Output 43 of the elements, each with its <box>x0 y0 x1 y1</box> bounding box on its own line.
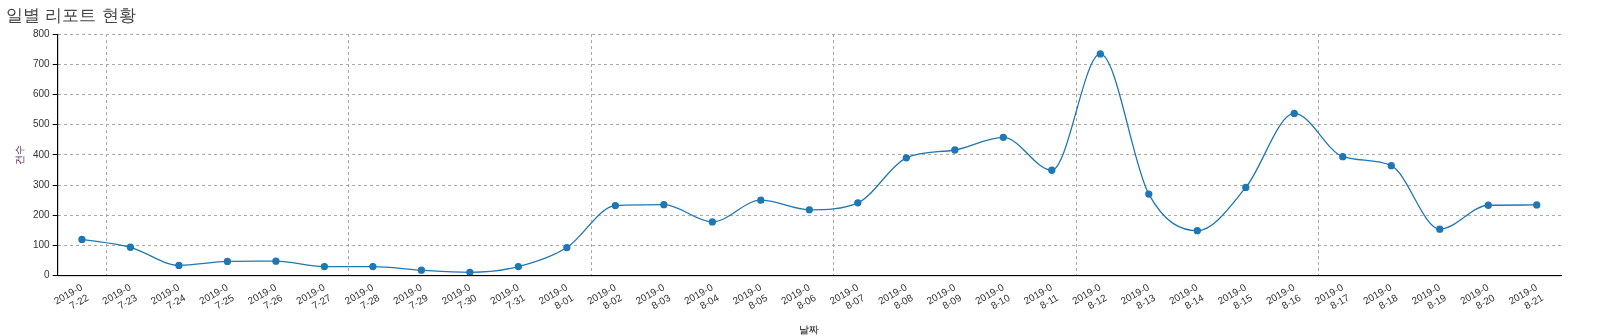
y-tick-label: 0 <box>44 269 51 281</box>
point <box>1145 190 1153 198</box>
point <box>1339 152 1347 161</box>
point <box>1290 109 1298 118</box>
point <box>902 154 910 162</box>
point <box>708 218 716 226</box>
y-tick-label: 300 <box>33 178 51 190</box>
point <box>466 268 474 276</box>
point <box>320 262 329 271</box>
point <box>272 257 280 265</box>
point <box>1533 201 1541 209</box>
point <box>805 206 813 214</box>
point <box>514 262 523 271</box>
y-tick-label: 700 <box>33 57 51 69</box>
y-tick-label: 600 <box>33 88 51 100</box>
point <box>1193 226 1201 235</box>
y-tick-label: 500 <box>33 118 51 130</box>
point <box>369 262 377 271</box>
point <box>757 196 765 204</box>
point <box>1484 201 1492 209</box>
point <box>854 199 862 207</box>
y-tick-label: 400 <box>33 148 51 160</box>
point <box>1387 162 1395 170</box>
point <box>999 133 1007 141</box>
point <box>126 243 135 251</box>
y-axis-title: 건수 <box>13 144 25 165</box>
chart-title: 일별 리포트 현황 <box>6 4 136 27</box>
point <box>1096 50 1104 58</box>
point <box>223 257 232 266</box>
y-tick-label: 800 <box>33 27 51 39</box>
point <box>175 261 183 270</box>
point <box>1048 166 1056 174</box>
point <box>1242 183 1250 192</box>
point <box>660 201 668 209</box>
point <box>417 266 426 274</box>
y-tick-label: 200 <box>33 208 51 220</box>
point <box>1436 225 1444 233</box>
point <box>611 201 620 210</box>
point <box>951 146 959 154</box>
point <box>563 243 571 252</box>
y-tick-label: 100 <box>33 239 51 251</box>
x-axis-title: 날짜 <box>799 323 820 335</box>
point <box>78 235 86 244</box>
